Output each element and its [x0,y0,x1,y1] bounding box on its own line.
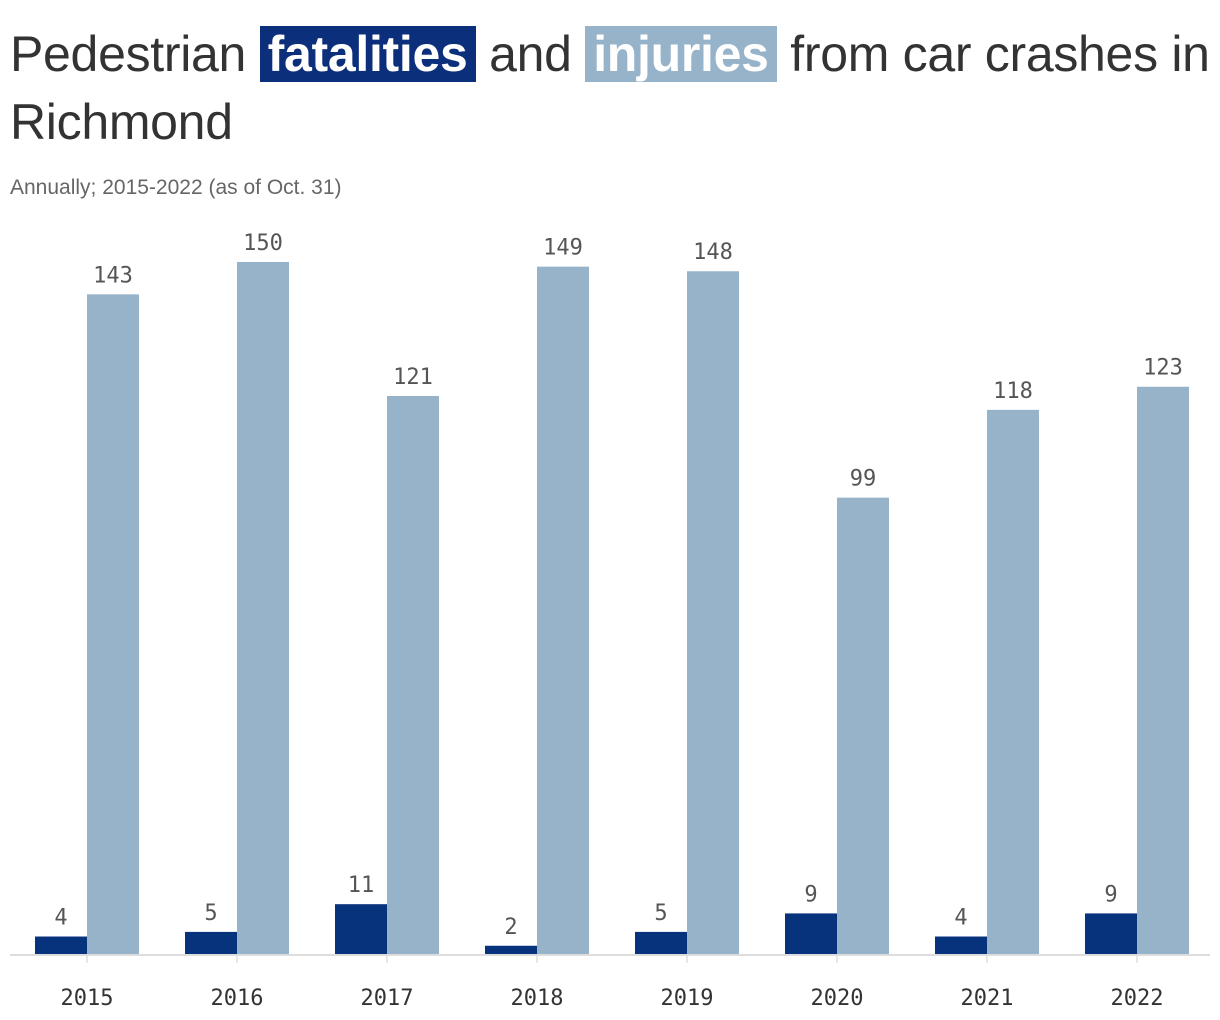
bar-fatalities-2018 [485,945,537,955]
bar-injuries-2016 [237,262,289,955]
x-tick-label-2018: 2018 [511,986,564,1011]
value-label-injuries-2016: 150 [243,231,283,256]
value-label-fatalities-2018: 2 [504,915,517,940]
bar-fatalities-2020 [785,913,837,955]
bar-fatalities-2019 [635,931,687,955]
value-label-fatalities-2015: 4 [54,906,67,931]
value-label-fatalities-2021: 4 [954,906,967,931]
x-tick-label-2022: 2022 [1111,986,1164,1011]
legend-fatalities: fatalities [259,26,476,82]
x-tick-label-2021: 2021 [961,986,1014,1011]
bar-injuries-2017 [387,395,439,956]
value-label-injuries-2020: 99 [850,467,877,492]
x-tick-label-2017: 2017 [361,986,414,1011]
bar-fatalities-2017 [335,904,387,955]
x-tick-label-2015: 2015 [61,986,114,1011]
title-part-1: Pedestrian [10,26,247,82]
value-label-injuries-2018: 149 [543,236,583,261]
x-tick-label-2020: 2020 [811,986,864,1011]
value-label-injuries-2015: 143 [93,263,133,288]
value-label-fatalities-2016: 5 [204,901,217,926]
bar-fatalities-2016 [185,931,237,955]
bar-fatalities-2022 [1085,913,1137,955]
x-tick-label-2019: 2019 [661,986,714,1011]
legend-injuries: injuries [585,26,777,82]
bar-fatalities-2021 [935,936,987,955]
value-label-injuries-2019: 148 [693,240,733,265]
value-label-fatalities-2019: 5 [654,901,667,926]
bar-injuries-2018 [537,266,589,955]
value-label-injuries-2022: 123 [1143,356,1183,381]
title-part-2: and [489,26,572,82]
chart-title: Pedestrian fatalities and injuries from … [10,20,1215,156]
bar-injuries-2021 [987,409,1039,956]
bar-injuries-2019 [687,271,739,955]
value-label-injuries-2021: 118 [993,379,1033,404]
chart-subtitle: Annually; 2015-2022 (as of Oct. 31) [10,176,342,199]
value-label-fatalities-2022: 9 [1104,882,1117,907]
bar-injuries-2020 [837,497,889,955]
value-label-fatalities-2017: 11 [348,873,375,898]
bar-injuries-2015 [87,294,139,956]
value-label-fatalities-2020: 9 [804,882,817,907]
title-part-3: from car crashes in Richmond [10,26,1210,150]
value-label-injuries-2017: 121 [393,365,433,390]
x-tick-label-2016: 2016 [211,986,264,1011]
bar-fatalities-2015 [35,936,87,955]
bar-injuries-2022 [1137,386,1189,955]
